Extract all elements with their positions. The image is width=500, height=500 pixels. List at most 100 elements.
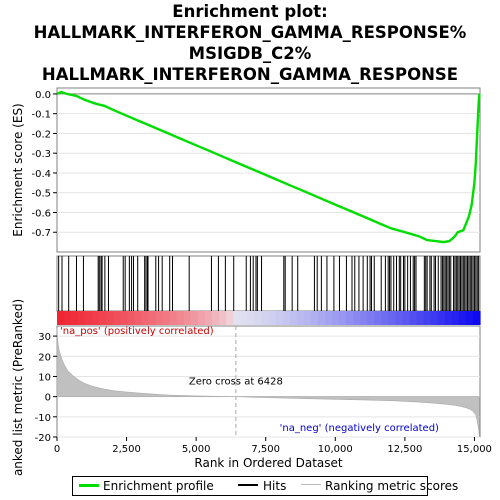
heat-bar-segment <box>458 311 467 325</box>
title-line-3: MSIGDB_C2% <box>188 44 312 63</box>
heat-bar-segment <box>339 311 347 325</box>
heat-bar-segment <box>92 311 100 325</box>
heat-bar-segment <box>444 311 453 325</box>
heat-bar-segment <box>148 311 157 325</box>
heat-bar-segment <box>303 311 312 325</box>
legend-enrichment-label: Enrichment profile <box>103 479 214 493</box>
es-y-tick-label: -0.4 <box>31 169 51 180</box>
rank-y-axis-label: Ranked list metric (PreRanked) <box>11 299 25 476</box>
heat-bar-segment <box>85 311 93 325</box>
es-y-axis-label: Enrichment score (ES) <box>11 103 25 236</box>
heat-bar-segment <box>331 311 340 325</box>
heat-bar-segment <box>289 311 298 325</box>
heat-bar-segment <box>367 311 375 325</box>
ranking-metric-area <box>56 327 480 438</box>
rank-x-tick-label: 2,500 <box>112 444 141 455</box>
heat-bar-segment <box>317 311 326 325</box>
rank-x-tick-label: 0 <box>54 444 60 455</box>
legend-enrichment-swatch <box>79 484 99 487</box>
rank-y-tick-label: 0 <box>45 393 51 404</box>
rank-x-tick-label: 15,000 <box>457 444 492 455</box>
legend: Enrichment profile Hits Ranking metric s… <box>72 476 458 496</box>
rank-y-tick-label: -10 <box>35 413 51 424</box>
title-line-1: Enrichment plot: <box>172 2 328 21</box>
heat-bar-segment <box>268 311 277 325</box>
heat-bar-segment <box>430 311 439 325</box>
heat-bar-segment <box>381 311 389 325</box>
heat-bar-segment <box>106 311 114 325</box>
es-panel: 0.0 -0.1 -0.2 -0.3 -0.4 -0.5 -0.6 -0.7 Enrichme… <box>11 87 481 253</box>
legend-hits-label: Hits <box>263 479 287 493</box>
heat-bar-segment <box>155 311 164 325</box>
heat-bar-segment <box>388 311 396 325</box>
es-y-tick-label: -0.3 <box>31 149 51 160</box>
es-y-tick-label: -0.6 <box>31 208 51 219</box>
heat-bar-segment <box>233 311 241 325</box>
heat-bar-segment <box>324 311 333 325</box>
heat-bar-segment <box>423 311 432 325</box>
rank-x-tick-label: 5,000 <box>182 444 211 455</box>
heat-bar-segment <box>120 311 129 325</box>
es-y-tick-label: -0.5 <box>31 189 51 200</box>
heat-bar-segment <box>141 311 150 325</box>
heat-bar-segment <box>465 311 474 325</box>
rank-x-tick-label: 12,500 <box>387 444 422 455</box>
heat-bar-segment <box>162 311 171 325</box>
rank-y-tick-label: -20 <box>35 433 51 444</box>
heat-bar-segment <box>226 311 234 325</box>
heat-bar-segment <box>176 311 185 325</box>
heat-bar-segment <box>416 311 425 325</box>
rank-y-tick-label: 30 <box>38 332 51 343</box>
heat-bar-segment <box>254 311 263 325</box>
rank-y-tick-label: 10 <box>38 372 51 383</box>
rank-panel: Zero cross at 6428 'na_pos' (positively … <box>11 299 492 476</box>
es-y-tick-label: 0.0 <box>35 90 51 101</box>
heat-bar-segment <box>282 311 291 325</box>
es-y-tick-label: -0.7 <box>31 228 51 239</box>
heat-bar-segment <box>190 311 199 325</box>
heat-bar-segment <box>183 311 192 325</box>
legend-hits-swatch <box>238 484 258 486</box>
es-y-tick-label: -0.1 <box>31 110 51 121</box>
hits-frame <box>56 255 481 312</box>
heat-bar-segment <box>169 311 178 325</box>
heat-bar-segment <box>240 311 248 325</box>
heat-bar-segment <box>409 311 418 325</box>
heat-bar-segment <box>134 311 143 325</box>
heat-bar-segment <box>451 311 460 325</box>
heat-bar-segment <box>472 311 481 325</box>
heat-bar-segment <box>64 311 72 325</box>
zero-cross-label: Zero cross at 6428 <box>189 377 283 388</box>
chart-canvas: 0.0 -0.1 -0.2 -0.3 -0.4 -0.5 -0.6 -0.7 Enrichme… <box>11 87 492 476</box>
heat-bar-segment <box>437 311 446 325</box>
heat-bar-segment <box>346 311 354 325</box>
heat-bar-segment <box>261 311 270 325</box>
heat-bar-segment <box>198 311 206 325</box>
heat-bar-segment <box>212 311 220 325</box>
rank-x-tick-label: 7,500 <box>251 444 280 455</box>
heat-bar-segment <box>395 311 404 325</box>
heat-bar-segment <box>205 311 213 325</box>
heat-bar-segment <box>127 311 136 325</box>
title-line-2: HALLMARK_INTERFERON_GAMMA_RESPONSE% <box>33 23 467 42</box>
enrichment-profile-line <box>56 90 481 244</box>
heat-bar-segment <box>402 311 411 325</box>
heat-bar-segment <box>360 311 368 325</box>
title-line-4: HALLMARK_INTERFERON_GAMMA_RESPONSE <box>41 65 459 84</box>
heat-bar-segment <box>310 311 319 325</box>
positive-correlation-label: 'na_pos' (positively correlated) <box>60 326 214 337</box>
heat-bar-segment <box>99 311 107 325</box>
heat-bar-segment <box>78 311 86 325</box>
legend-ranking-swatch <box>301 484 321 485</box>
hits-panel <box>56 255 481 325</box>
heat-bar-segment <box>71 311 79 325</box>
heat-bar-segment <box>247 311 255 325</box>
heat-bar-segment <box>353 311 361 325</box>
negative-correlation-label: 'na_neg' (negatively correlated) <box>280 423 439 434</box>
legend-ranking-label: Ranking metric scores <box>325 479 459 493</box>
heat-bar-segment <box>113 311 122 325</box>
heat-bar-segment <box>374 311 382 325</box>
es-y-tick-label: -0.2 <box>31 129 51 140</box>
rank-x-axis-label: Rank in Ordered Dataset <box>194 456 342 470</box>
